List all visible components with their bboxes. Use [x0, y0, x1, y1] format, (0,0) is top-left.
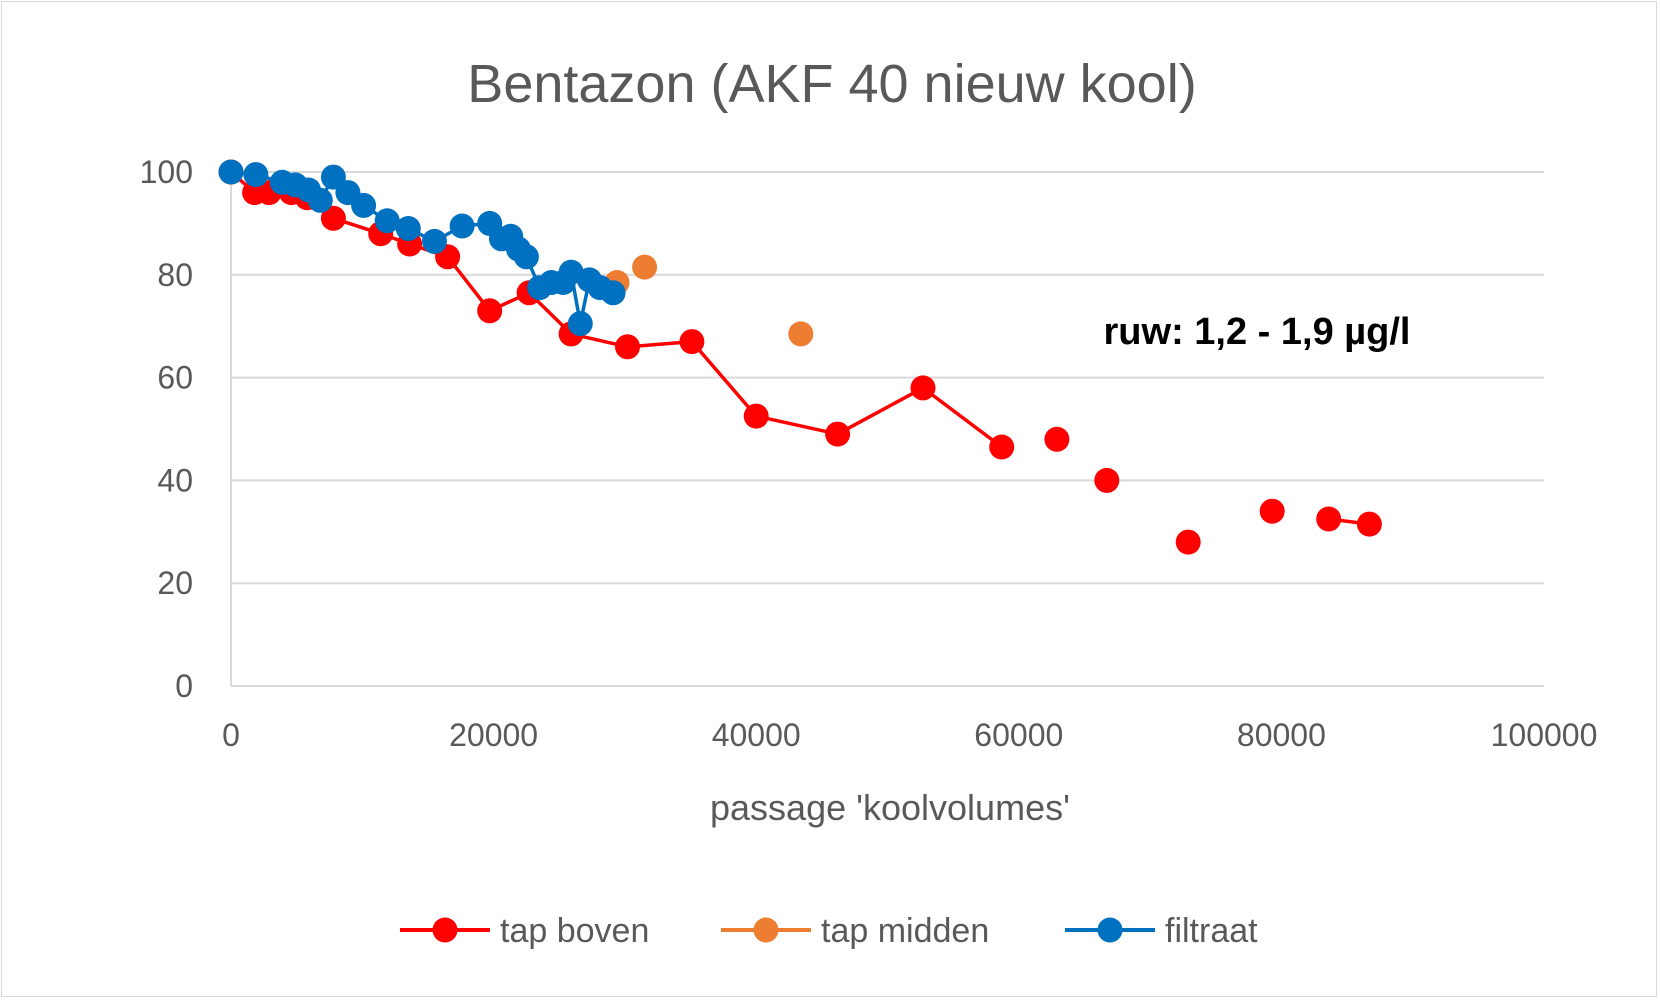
x-axis-label: passage 'koolvolumes'	[710, 787, 1070, 828]
x-tick-label: 100000	[1491, 717, 1598, 753]
legend: tap boven tap midden filtraat	[400, 912, 1258, 950]
chart-title: Bentazon (AKF 40 nieuw kool)	[467, 54, 1196, 114]
data-point	[1259, 498, 1285, 524]
data-point	[243, 162, 269, 188]
data-point	[422, 228, 447, 254]
x-tick-label: 0	[222, 717, 240, 753]
data-point	[600, 280, 626, 306]
legend-item: tap boven	[400, 912, 649, 950]
data-point	[449, 213, 475, 239]
data-point	[307, 187, 333, 213]
legend-label: filtraat	[1165, 912, 1258, 950]
data-point	[1356, 511, 1382, 537]
y-tick-label: 100	[140, 154, 193, 190]
data-point	[1044, 426, 1070, 452]
legend-label: tap boven	[500, 912, 649, 950]
data-point	[1316, 506, 1342, 532]
legend-marker	[1097, 917, 1123, 943]
data-point	[679, 329, 705, 355]
legend-item: filtraat	[1065, 912, 1258, 950]
y-tick-label: 80	[157, 257, 193, 293]
y-tick-label: 20	[157, 565, 193, 601]
x-tick-label: 80000	[1237, 717, 1326, 753]
x-tick-label: 60000	[974, 717, 1063, 753]
data-point	[218, 159, 244, 185]
data-point	[910, 375, 936, 401]
data-point	[477, 298, 503, 324]
data-point	[615, 334, 640, 360]
data-point	[1175, 529, 1201, 555]
data-point	[395, 216, 421, 241]
data-point	[320, 205, 346, 231]
x-tick-label: 40000	[712, 717, 801, 753]
data-point	[1094, 467, 1120, 493]
data-point	[743, 403, 769, 429]
data-point	[788, 321, 814, 347]
series-line	[229, 170, 1003, 449]
data-point	[632, 254, 658, 280]
data-point	[351, 192, 377, 218]
axes: 0 20 40 60 80 100 0 20000 40000 60000 80000 100000	[140, 154, 1598, 753]
y-tick-label: 60	[157, 360, 193, 396]
series-filtraat	[218, 159, 626, 337]
legend-marker	[753, 917, 779, 943]
series-tap-midden	[604, 254, 814, 347]
data-point	[513, 244, 539, 270]
x-tick-label: 20000	[449, 717, 538, 753]
legend-label: tap midden	[821, 912, 989, 950]
y-tick-label: 40	[157, 462, 193, 498]
gridlines	[231, 171, 1544, 585]
legend-marker	[432, 917, 458, 943]
data-point	[989, 434, 1015, 460]
raw-concentration-annotation: ruw: 1,2 - 1,9 µg/l	[1104, 311, 1411, 353]
series-layer	[218, 159, 1382, 555]
data-point	[374, 208, 400, 234]
legend-item: tap midden	[721, 912, 989, 950]
data-point	[825, 421, 851, 447]
data-point	[567, 311, 593, 337]
y-tick-label: 0	[175, 668, 193, 704]
